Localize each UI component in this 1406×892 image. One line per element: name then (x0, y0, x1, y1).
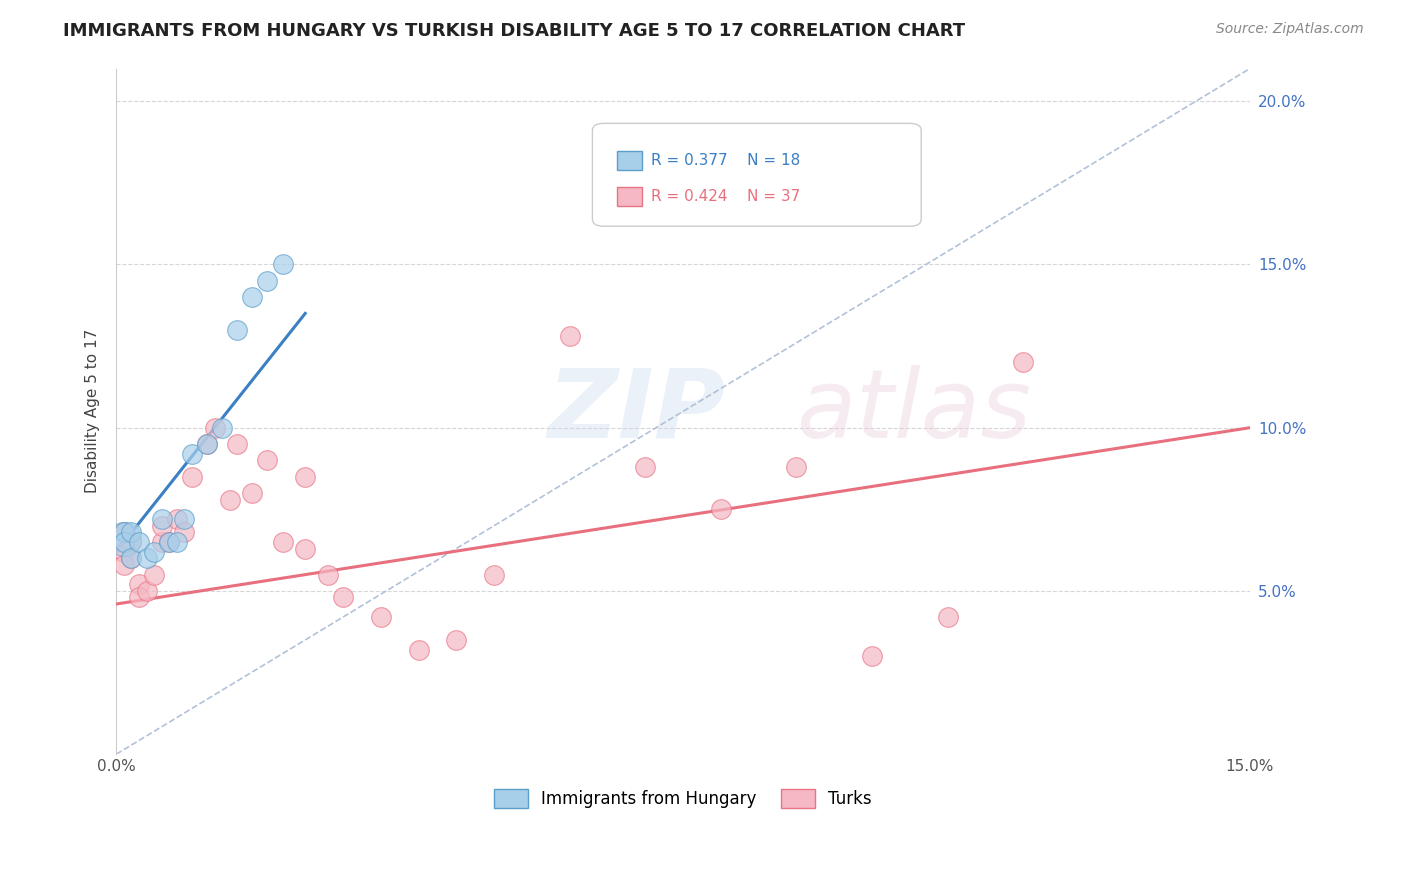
Point (112, 545, 135, 559)
Bar (617, 151, 643, 170)
Point (256, 274, 278, 288)
Point (150, 535, 173, 549)
Point (558, 329, 581, 343)
Text: Source: ZipAtlas.com: Source: ZipAtlas.com (1216, 22, 1364, 37)
Point (226, 437, 249, 451)
Point (785, 459, 807, 474)
Point (128, 535, 150, 549)
Text: R = 0.377    N = 18: R = 0.377 N = 18 (651, 153, 800, 169)
Point (204, 420, 226, 434)
Point (150, 512, 173, 526)
Point (860, 649, 883, 664)
Point (120, 535, 142, 549)
Text: R = 0.424    N = 37: R = 0.424 N = 37 (651, 189, 800, 204)
Point (936, 610, 959, 624)
Point (634, 459, 657, 474)
Legend: Immigrants from Hungary, Turks: Immigrants from Hungary, Turks (488, 782, 879, 814)
Y-axis label: Disability Age 5 to 17: Disability Age 5 to 17 (86, 329, 100, 493)
Point (166, 535, 188, 549)
Point (112, 532, 135, 546)
Point (195, 437, 218, 451)
Point (211, 420, 233, 434)
FancyBboxPatch shape (592, 123, 921, 227)
Point (157, 535, 180, 549)
Text: atlas: atlas (796, 365, 1032, 458)
Point (1012, 355, 1035, 369)
Point (166, 512, 188, 526)
Point (294, 541, 316, 556)
Point (173, 525, 195, 540)
Point (120, 551, 142, 566)
Point (226, 323, 249, 337)
Point (143, 567, 166, 582)
Point (271, 257, 294, 271)
Point (112, 525, 135, 540)
Point (135, 551, 157, 566)
Point (112, 532, 135, 546)
Point (180, 469, 202, 483)
Point (218, 492, 240, 507)
Point (173, 512, 195, 526)
Point (271, 535, 294, 549)
Point (128, 591, 150, 605)
Point (294, 469, 316, 483)
Point (150, 518, 173, 533)
Point (128, 577, 150, 591)
Point (482, 567, 505, 582)
Point (446, 632, 468, 647)
Point (408, 642, 430, 657)
Point (240, 290, 263, 304)
Point (180, 447, 202, 461)
Point (135, 583, 157, 598)
Text: IMMIGRANTS FROM HUNGARY VS TURKISH DISABILITY AGE 5 TO 17 CORRELATION CHART: IMMIGRANTS FROM HUNGARY VS TURKISH DISAB… (63, 22, 966, 40)
Point (240, 486, 263, 500)
Point (112, 535, 135, 549)
Point (256, 453, 278, 467)
Point (710, 502, 733, 516)
Bar (617, 186, 643, 206)
Point (120, 525, 142, 540)
Point (112, 525, 135, 540)
Point (120, 551, 142, 566)
Point (157, 535, 180, 549)
Point (143, 545, 166, 559)
Point (195, 437, 218, 451)
Point (332, 591, 354, 605)
Text: ZIP: ZIP (547, 365, 725, 458)
Point (316, 567, 339, 582)
Point (112, 558, 135, 572)
Point (370, 610, 392, 624)
